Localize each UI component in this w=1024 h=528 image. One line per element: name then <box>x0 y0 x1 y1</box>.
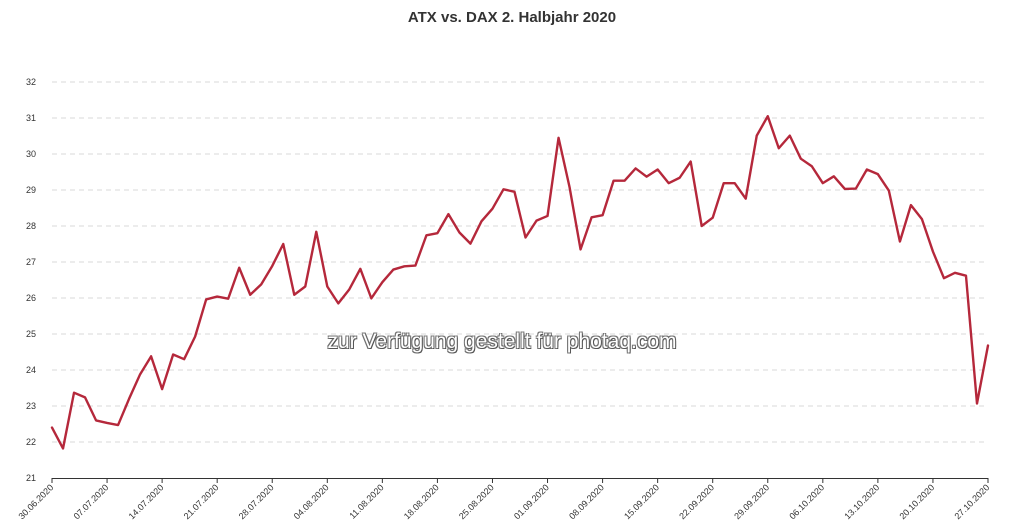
x-tick-label: 04.08.2020 <box>292 482 331 521</box>
y-tick-label: 25 <box>26 329 36 339</box>
y-tick-label: 29 <box>26 185 36 195</box>
x-tick-label: 25.08.2020 <box>457 482 496 521</box>
x-tick-label: 27.10.2020 <box>952 482 991 521</box>
watermark-text: zur Verfügung gestellt für photaq.com <box>327 330 677 353</box>
x-tick-label: 01.09.2020 <box>512 482 551 521</box>
y-tick-label: 30 <box>26 149 36 159</box>
y-tick-label: 27 <box>26 257 36 267</box>
y-tick-labels: 21 22 23 24 25 26 27 28 29 30 31 32 <box>26 77 36 483</box>
x-tick-label: 20.10.2020 <box>897 482 936 521</box>
x-tick-label: 22.09.2020 <box>677 482 716 521</box>
y-tick-label: 31 <box>26 113 36 123</box>
x-tick-label: 18.08.2020 <box>402 482 441 521</box>
y-tick-label: 32 <box>26 77 36 87</box>
y-tick-label: 23 <box>26 401 36 411</box>
x-tick-label: 30.06.2020 <box>16 482 55 521</box>
y-tick-label: 21 <box>26 473 36 483</box>
x-tick-label: 08.09.2020 <box>567 482 606 521</box>
y-tick-label: 28 <box>26 221 36 231</box>
x-tick-label: 29.09.2020 <box>732 482 771 521</box>
series-line <box>50 114 990 450</box>
series-layer <box>50 114 990 450</box>
gridlines <box>52 81 988 443</box>
y-tick-label: 22 <box>26 437 36 447</box>
y-tick-label: 24 <box>26 365 36 375</box>
x-tick-label: 14.07.2020 <box>127 482 166 521</box>
x-tick-labels: 30.06.2020 07.07.2020 14.07.2020 21.07.2020… <box>16 482 991 521</box>
x-tick-label: 11.08.2020 <box>347 482 385 520</box>
x-tick-label: 06.10.2020 <box>787 482 826 521</box>
x-tick-label: 07.07.2020 <box>72 482 111 521</box>
y-tick-label: 26 <box>26 293 36 303</box>
axes <box>51 478 989 483</box>
x-tick-label: 28.07.2020 <box>237 482 276 521</box>
x-tick-label: 21.07.2020 <box>182 482 221 521</box>
x-tick-label: 15.09.2020 <box>622 482 661 521</box>
x-tick-label: 13.10.2020 <box>842 482 881 521</box>
chart-title: ATX vs. DAX 2. Halbjahr 2020 <box>407 9 617 26</box>
